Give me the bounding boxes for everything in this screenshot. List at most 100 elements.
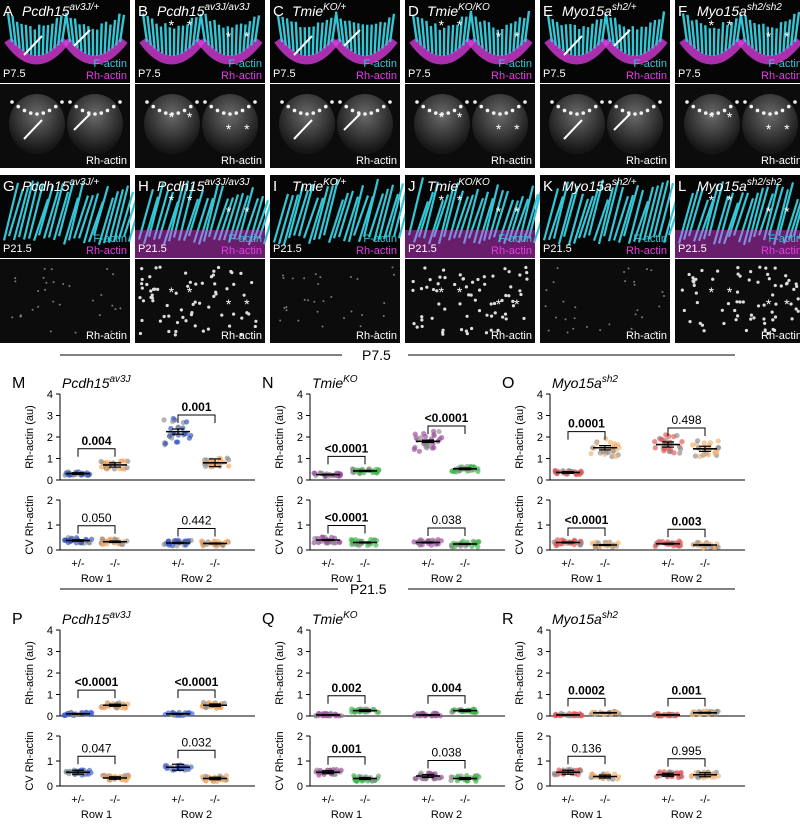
arrow-icon — [73, 29, 91, 47]
stereocilium — [77, 194, 95, 239]
p-value-label: 0.002 — [331, 681, 361, 695]
stereocilium — [2, 182, 20, 241]
data-point — [422, 433, 429, 440]
tip-dot — [654, 331, 657, 334]
genotype-superscript: av3J/+ — [69, 177, 99, 188]
tip-dot — [10, 100, 14, 104]
asterisk-icon: * — [496, 29, 502, 45]
tip-dot — [311, 111, 316, 115]
tip-dot — [392, 273, 395, 276]
asterisk-icon: * — [514, 29, 520, 45]
tip-dot — [682, 308, 686, 313]
tip-dot — [484, 331, 489, 335]
asterisk-icon: * — [766, 296, 772, 312]
stereocilium — [197, 197, 215, 245]
stereocilium — [253, 15, 261, 43]
tip-dot — [794, 307, 798, 311]
tip-dot — [743, 100, 747, 104]
stereocilium — [99, 23, 103, 56]
tip-dot — [692, 283, 696, 287]
tip-dot — [770, 310, 774, 314]
tip-dot — [80, 108, 85, 113]
tip-dot — [246, 104, 251, 109]
tip-dot — [728, 104, 733, 109]
stereocilium — [118, 14, 126, 43]
stereocilium — [157, 191, 175, 240]
stereocilium — [232, 195, 250, 240]
stereocilium — [651, 19, 657, 49]
panel-letter: O — [502, 375, 514, 392]
tip-dot — [793, 100, 797, 104]
data-point — [351, 772, 357, 779]
data-point — [578, 713, 585, 719]
p-value-label: 0.498 — [671, 413, 701, 427]
stereocilium — [377, 21, 382, 52]
stereocilium — [567, 193, 585, 246]
data-point — [652, 712, 658, 718]
stereocilium — [587, 179, 605, 236]
tip-dot — [240, 108, 245, 113]
stereocilium — [56, 15, 63, 46]
p-value-label: <0.0001 — [175, 675, 219, 689]
factin-label: F-actin — [768, 233, 800, 245]
x-tick-label: +/- — [661, 794, 674, 806]
tip-dot — [733, 308, 737, 313]
data-point — [551, 770, 557, 776]
stereocilium — [789, 13, 796, 46]
stereocilium — [627, 189, 645, 244]
stereocilium — [82, 24, 87, 54]
panel-letter: N — [262, 375, 274, 392]
tip-dot — [330, 295, 333, 298]
chart-title: Myo15ash2 — [552, 374, 618, 391]
tip-dot — [790, 317, 794, 321]
stereocilium — [411, 14, 419, 43]
comparison-bracket — [427, 425, 466, 435]
x-tick-label: -/- — [600, 794, 611, 806]
data-point — [161, 417, 167, 423]
tip-dot — [227, 324, 232, 328]
asterisk-icon: * — [169, 192, 175, 208]
tip-dot — [209, 104, 214, 109]
tip-dot — [303, 298, 306, 301]
stereocilium — [339, 18, 346, 46]
tip-dot — [780, 108, 785, 113]
tip-dot — [111, 104, 116, 109]
y-tick-label: 2 — [47, 432, 53, 444]
factin-label: F-actin — [498, 233, 532, 245]
tip-dot — [507, 294, 511, 298]
stereocilium — [752, 186, 770, 238]
tip-dot — [633, 283, 636, 286]
rhactin-label: Rh-actin — [86, 70, 127, 82]
tip-dot — [441, 332, 445, 336]
tip-dot — [703, 111, 708, 115]
arrow-icon — [73, 113, 91, 131]
tip-dot — [633, 112, 637, 116]
tip-dot — [298, 111, 303, 115]
data-point — [101, 705, 108, 711]
y-tick-label: 1 — [47, 454, 53, 466]
panel-letter: P — [12, 611, 23, 628]
stereocilium — [589, 23, 594, 52]
rhactin-label: Rh-actin — [491, 70, 532, 82]
stereocilium — [462, 188, 480, 244]
stereocilium — [382, 193, 400, 240]
data-point — [320, 534, 326, 540]
data-point — [607, 439, 613, 445]
tip-dot — [151, 299, 155, 303]
stereocilium — [778, 22, 783, 54]
stereocilium — [792, 209, 800, 237]
group-label: Row 1 — [331, 573, 362, 585]
stereocilium — [739, 15, 747, 43]
tip-dot — [344, 104, 349, 109]
tip-dot — [283, 307, 286, 310]
stereocilium — [373, 23, 378, 54]
tip-dot — [735, 290, 740, 294]
asterisk-icon: * — [727, 17, 733, 33]
data-point — [375, 709, 382, 715]
y-tick-label: 0 — [537, 711, 543, 723]
stereocilium — [697, 200, 715, 242]
tip-dot — [427, 108, 432, 113]
asterisk-icon: * — [496, 121, 502, 137]
tip-dot — [292, 108, 297, 113]
data-point — [715, 438, 721, 444]
